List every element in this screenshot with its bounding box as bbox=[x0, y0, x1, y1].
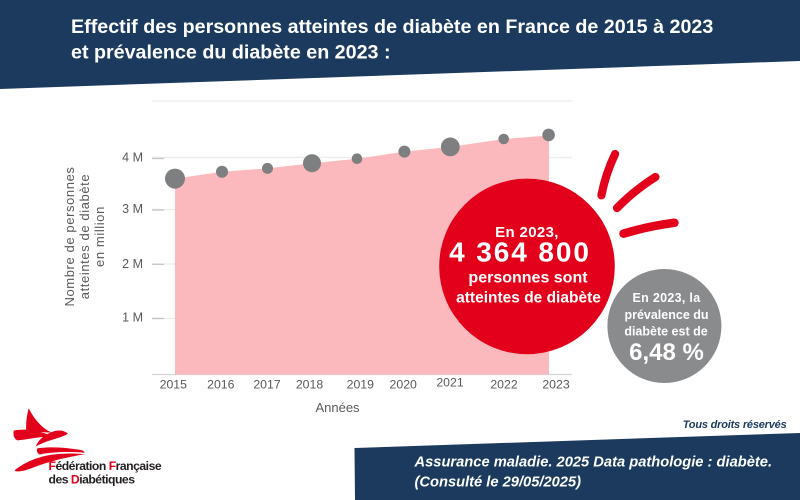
svg-text:Années: Années bbox=[315, 400, 360, 415]
svg-text:Nombre de personnes: Nombre de personnes bbox=[62, 166, 77, 306]
svg-text:2018: 2018 bbox=[296, 377, 324, 391]
svg-text:2020: 2020 bbox=[390, 377, 418, 391]
svg-text:2022: 2022 bbox=[490, 377, 518, 391]
svg-text:(Consulté le 29/05/2025): (Consulté le 29/05/2025) bbox=[415, 475, 582, 491]
svg-text:atteintes de diabète: atteintes de diabète bbox=[456, 290, 601, 307]
svg-text:2016: 2016 bbox=[207, 377, 235, 391]
svg-text:en million: en million bbox=[92, 206, 107, 267]
svg-text:2015: 2015 bbox=[160, 377, 188, 391]
svg-text:des Diabétiques: des Diabétiques bbox=[49, 473, 136, 487]
svg-text:prévalence du: prévalence du bbox=[624, 308, 708, 322]
svg-text:atteintes de diabète: atteintes de diabète bbox=[77, 174, 92, 299]
svg-text:2019: 2019 bbox=[347, 377, 375, 391]
svg-text:Assurance maladie. 2025 Data p: Assurance maladie. 2025 Data pathologie … bbox=[414, 455, 773, 471]
svg-text:En 2023,: En 2023, bbox=[495, 224, 559, 241]
svg-text:4 M: 4 M bbox=[122, 151, 143, 165]
svg-text:Tous droits réservés: Tous droits réservés bbox=[683, 419, 787, 431]
svg-text:En 2023, la: En 2023, la bbox=[633, 291, 702, 305]
svg-text:4 364 800: 4 364 800 bbox=[449, 237, 591, 268]
svg-text:Effectif des personnes atteint: Effectif des personnes atteintes de diab… bbox=[71, 16, 713, 38]
svg-text:personnes sont: personnes sont bbox=[468, 269, 588, 286]
svg-text:et prévalence du diabète en 20: et prévalence du diabète en 2023 : bbox=[71, 42, 391, 64]
svg-text:diabète est de: diabète est de bbox=[624, 325, 707, 339]
svg-text:1 M: 1 M bbox=[122, 310, 143, 324]
svg-text:2 M: 2 M bbox=[122, 257, 143, 271]
svg-text:3 M: 3 M bbox=[122, 202, 143, 216]
svg-text:2017: 2017 bbox=[253, 377, 281, 391]
svg-text:2023: 2023 bbox=[542, 377, 570, 391]
svg-text:6,48 %: 6,48 % bbox=[629, 339, 704, 366]
svg-text:Fédération Française: Fédération Française bbox=[49, 459, 162, 473]
svg-text:2021: 2021 bbox=[436, 375, 464, 389]
